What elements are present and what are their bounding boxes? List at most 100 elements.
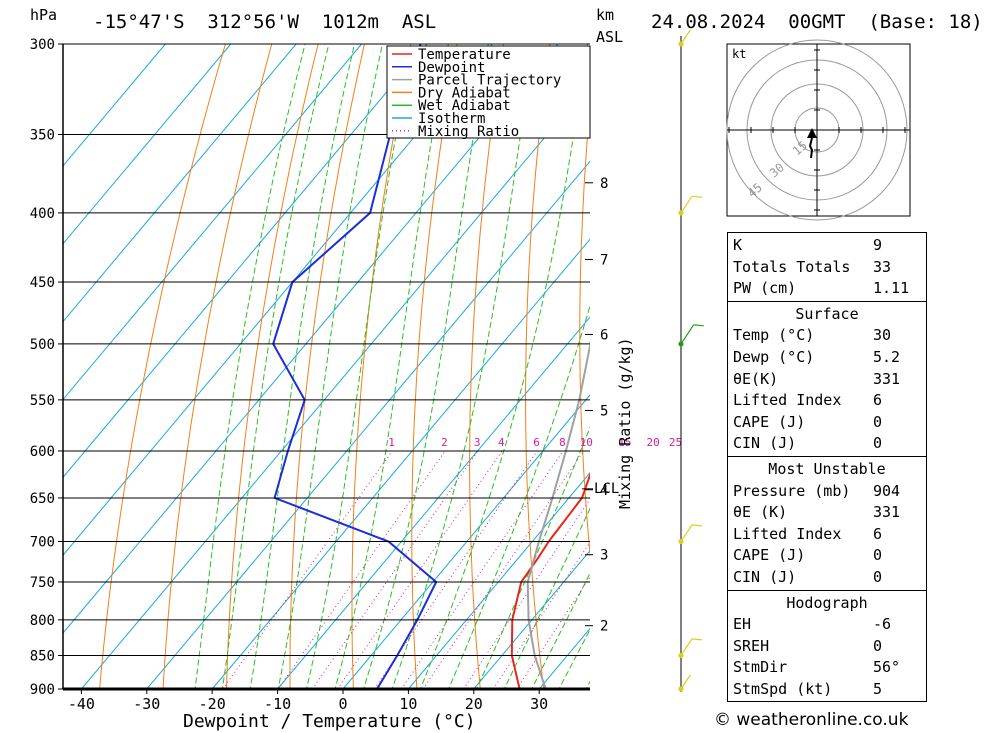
x-tick-label: 30 [530, 695, 548, 713]
surface-label: Lifted Index [733, 391, 842, 410]
mixing-ratio-label: 2 [441, 436, 448, 449]
y-tick-label: 900 [30, 682, 55, 698]
surface-row: θE(K) 331 [728, 369, 926, 391]
hodograph-value: -6 [873, 615, 892, 634]
most-unstable-label: CAPE (J) [733, 546, 806, 565]
most-unstable-label: CIN (J) [733, 567, 797, 586]
datetime-title: 24.08.2024 00GMT (Base: 18) [651, 11, 983, 33]
surface-value: 331 [873, 369, 901, 388]
mixing-ratio-line [311, 450, 479, 689]
dry-adiabat-line [921, 44, 1000, 689]
dry-adiabat-line [226, 44, 319, 689]
dry-adiabat-line [967, 44, 1000, 689]
surface-label: CAPE (J) [733, 412, 806, 431]
hodograph-label: StmSpd (kt) [733, 679, 833, 698]
wind-barb-staff [680, 674, 691, 690]
dry-adiabat-line [162, 44, 273, 689]
series-line-0 [510, 472, 590, 689]
legend-label: Dry Adiabat [418, 85, 511, 101]
most-unstable-label: θE (K) [733, 503, 788, 522]
surface-row: CAPE (J) 0 [728, 412, 926, 434]
surface-value: 5.2 [873, 347, 901, 366]
hodograph-label: SREH [733, 636, 770, 655]
y-tick-label: 600 [30, 444, 55, 460]
index-label: K [733, 236, 743, 254]
credit-link[interactable]: © weatheronline.co.uk [714, 710, 909, 730]
km-tick-label: 3 [600, 548, 608, 564]
surface-row: Lifted Index 6 [728, 390, 926, 412]
surface-label: Dewp (°C) [733, 347, 815, 366]
isotherm-line [63, 44, 297, 323]
dry-adiabat-line [632, 44, 670, 689]
y-tick-label: 300 [30, 37, 55, 53]
isotherm-line [63, 44, 493, 556]
legend-label: Temperature [418, 47, 511, 63]
index-label: Totals Totals [733, 257, 851, 276]
wind-barb-staff [680, 195, 693, 214]
km-tick-label: 7 [600, 252, 608, 268]
surface-row: CIN (J) 0 [728, 433, 926, 455]
x-tick-label: 10 [399, 695, 417, 713]
surface-value: 0 [873, 412, 883, 431]
most-unstable-row: Lifted Index 6 [728, 524, 926, 546]
km-tick-label: 8 [600, 176, 608, 192]
series-line-2 [526, 339, 590, 689]
km-tick-label: 6 [600, 327, 608, 343]
surface-row: Dewp (°C) 5.2 [728, 347, 926, 369]
wind-barb-flag [691, 638, 703, 641]
mixing-ratio-label: 3 [474, 436, 481, 449]
hodograph-row: StmSpd (kt) 5 [728, 679, 926, 701]
km-tick-label: 5 [600, 403, 608, 419]
hodograph-row: StmDir 56° [728, 657, 926, 679]
index-label: PW (cm) [733, 279, 797, 298]
wet-adiabat-line [503, 507, 590, 689]
surface-box: Surface Temp (°C) 30 Dewp (°C) 5.2 θE(K) 331 L… [727, 300, 927, 457]
wind-barb-flag [693, 324, 704, 327]
mixing-ratio-label: 4 [498, 436, 505, 449]
isotherm-line [63, 44, 166, 167]
stats-panel: K 9 Totals Totals 33 PW (cm) 1.11 Surface Tem… [727, 232, 927, 703]
km-tick-label: 4 [600, 483, 608, 499]
hodograph-row: SREH 0 [728, 636, 926, 658]
hodograph-box: Hodograph EH -6 SREH 0 StmDir 56° StmSpd (kt) 5 [727, 589, 927, 703]
index-row: Totals Totals 33 [728, 257, 926, 279]
isotherm-line [63, 44, 362, 401]
hodograph-value: 0 [873, 636, 883, 655]
y-tick-label: 750 [30, 575, 55, 591]
axes: 1 2 3 4 6 8 10 15 20 2530035040045050055060065070… [30, 37, 682, 713]
mixing-ratio-label: 10 [580, 436, 593, 449]
location-title: -15°47'S 312°56'W 1012m ASL [93, 11, 436, 33]
x-tick-label: -30 [133, 695, 160, 713]
surface-label: Temp (°C) [733, 326, 815, 345]
asl-unit-label: ASL [596, 28, 623, 46]
most-unstable-row: θE (K) 331 [728, 502, 926, 524]
x-tick-label: 0 [338, 695, 347, 713]
mixing-ratio-label: 8 [559, 436, 566, 449]
wind-barb-staff [680, 324, 695, 345]
km-unit-label: km [596, 6, 614, 24]
wet-adiabat-line [448, 304, 590, 689]
surface-value: 30 [873, 326, 892, 345]
index-value: 33 [873, 257, 892, 276]
legend-label: Wet Adiabat [418, 98, 511, 114]
y-tick-label: 450 [30, 275, 55, 291]
most-unstable-row: CIN (J) 0 [728, 567, 926, 589]
km-tick-label: 2 [600, 619, 608, 635]
mixing-ratio-axis-title: Mixing Ratio (g/kg) [616, 337, 634, 509]
dry-adiabat-line [469, 44, 504, 689]
storm-motion-marker [807, 128, 817, 138]
wet-adiabat-line [419, 44, 589, 689]
most-unstable-row: Pressure (mb) 904 [728, 481, 926, 503]
surface-row: Temp (°C) 30 [728, 325, 926, 347]
dry-adiabat-line [411, 44, 458, 689]
wet-adiabat-line [334, 44, 449, 689]
most-unstable-label: Pressure (mb) [733, 481, 851, 500]
hodograph-title: Hodograph [786, 593, 868, 612]
dry-adiabat-line [525, 44, 551, 689]
legend-label: Parcel Trajectory [418, 73, 561, 89]
y-tick-label: 550 [30, 393, 55, 409]
index-row: PW (cm) 1.11 [728, 278, 926, 300]
wet-adiabat-line [475, 426, 590, 689]
wind-barb-staff [680, 29, 691, 45]
